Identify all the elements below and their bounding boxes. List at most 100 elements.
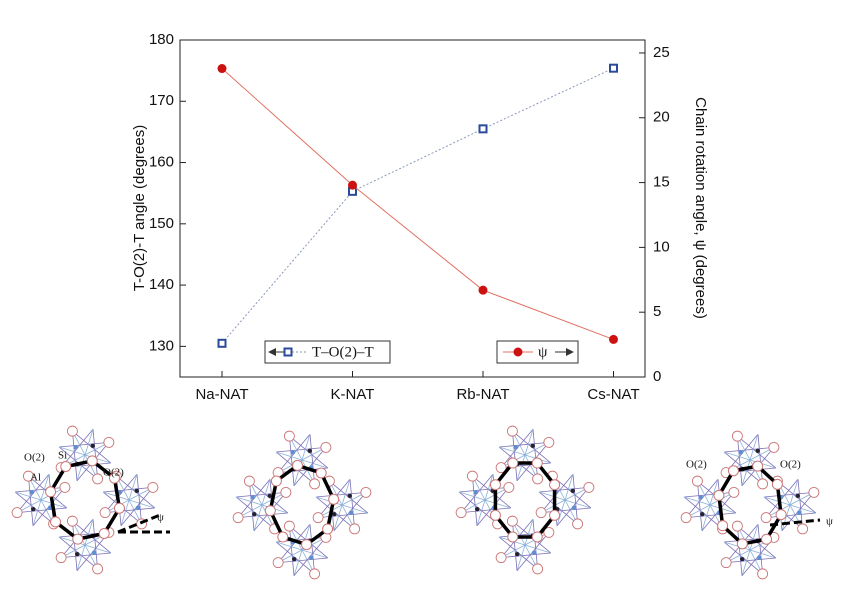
bond — [309, 434, 315, 484]
legend-arrow-head — [268, 348, 276, 356]
oxygen — [309, 478, 321, 490]
bond — [309, 524, 315, 574]
oxygen — [543, 436, 555, 448]
atom — [91, 550, 97, 555]
oxygen — [312, 512, 324, 524]
bond — [749, 549, 776, 559]
y-tick-label: 180 — [149, 31, 174, 48]
bond — [686, 512, 736, 518]
polyhedron-cluster — [455, 470, 515, 530]
y2-tick-label: 20 — [653, 109, 670, 126]
x-tick-label: Rb-NAT — [456, 386, 509, 403]
oxygen — [503, 481, 515, 493]
ring-oxygen — [761, 533, 773, 545]
bond — [737, 526, 743, 576]
oxygen — [320, 441, 332, 453]
oxygen — [243, 475, 255, 487]
marker — [609, 334, 618, 344]
polyhedron-cluster — [535, 470, 595, 530]
ring-oxygen — [86, 455, 98, 467]
polyhedron-cluster — [55, 425, 115, 485]
oxygen — [11, 507, 23, 519]
bond — [103, 487, 153, 493]
bond — [709, 504, 736, 514]
atom — [740, 556, 745, 562]
oxygen — [757, 568, 769, 580]
bond — [472, 476, 478, 526]
oxygen — [495, 552, 507, 564]
bond — [128, 499, 155, 509]
bond — [459, 487, 509, 493]
bond — [757, 524, 763, 574]
atom — [250, 495, 256, 500]
oxygen — [757, 478, 769, 490]
bond — [476, 499, 486, 526]
bond — [72, 521, 78, 571]
atom — [308, 555, 314, 560]
marker — [348, 180, 357, 190]
marker — [478, 285, 488, 295]
bond — [236, 496, 263, 506]
legend-box — [264, 340, 391, 364]
bond — [501, 552, 551, 558]
oxygen — [760, 512, 772, 524]
oxygen — [466, 470, 478, 482]
structure-label: O(2) — [103, 467, 124, 479]
oxygen — [535, 507, 547, 519]
bond — [32, 499, 42, 526]
ring-oxygen — [549, 509, 561, 521]
ring-oxygen — [322, 523, 334, 535]
oxygen — [731, 520, 743, 532]
oxygen — [309, 568, 321, 580]
oxygen — [532, 563, 544, 575]
channel-ring — [493, 461, 557, 539]
ring-oxygen — [507, 457, 519, 469]
structure-label: Al — [30, 472, 41, 484]
ring-oxygen — [713, 489, 725, 501]
bond — [59, 446, 86, 456]
ring-oxygen — [291, 459, 303, 471]
y-tick-label: 140 — [149, 276, 174, 293]
ring-oxygen — [531, 457, 543, 469]
legend-label: ψ — [538, 344, 548, 360]
atom — [530, 443, 535, 449]
bond — [301, 549, 328, 559]
y2-tick-label: 10 — [653, 238, 670, 255]
bond — [92, 519, 98, 569]
bond — [92, 429, 98, 479]
bond — [76, 544, 86, 571]
oxygen — [232, 512, 244, 524]
bond — [276, 451, 303, 461]
oxygen — [495, 462, 507, 474]
polyhedron-cluster — [680, 475, 740, 535]
oxygen — [283, 430, 295, 442]
ring-oxygen — [771, 478, 783, 490]
y-tick-label: 160 — [149, 154, 174, 171]
bond — [341, 479, 351, 506]
bond — [512, 431, 518, 481]
bond — [709, 479, 719, 506]
ring-oxygen — [489, 479, 501, 491]
bond — [684, 496, 711, 506]
structure-label: Si — [58, 450, 67, 462]
atom — [571, 505, 577, 510]
bond — [333, 504, 343, 531]
bond — [697, 481, 703, 531]
y-axis-title: T-O(2)-T angle (degrees) — [131, 125, 148, 291]
marker — [217, 64, 227, 74]
y-tick-label: 130 — [149, 337, 174, 354]
ring-oxygen — [113, 502, 125, 514]
marker — [478, 124, 488, 134]
oxygen — [572, 518, 584, 530]
bond — [737, 436, 743, 486]
ring-oxygen — [507, 531, 519, 543]
atom — [134, 488, 139, 494]
bond — [128, 474, 138, 501]
atom — [756, 555, 762, 560]
marker — [217, 338, 227, 348]
bond — [749, 459, 776, 469]
bond — [524, 429, 534, 456]
bond — [84, 519, 94, 546]
atom — [347, 493, 352, 499]
bond — [261, 479, 271, 506]
